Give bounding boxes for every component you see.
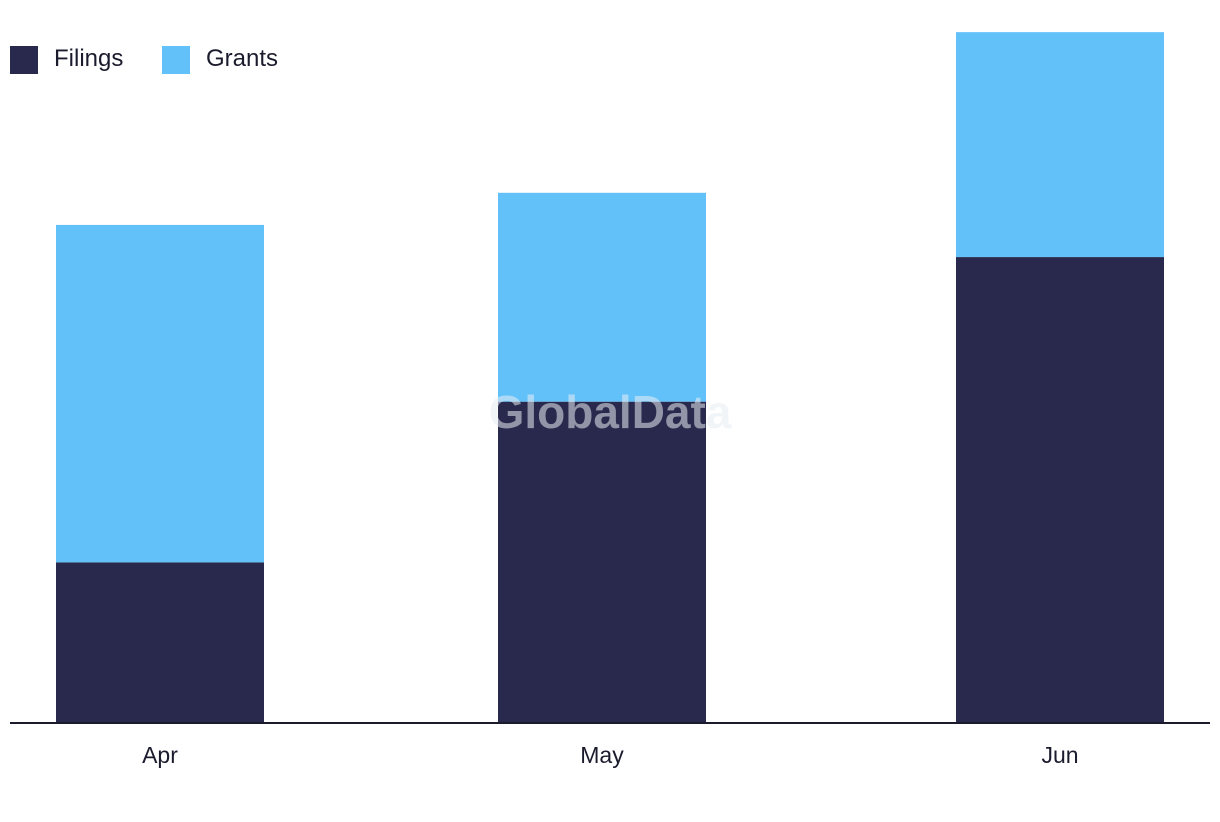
bar-filings-jun (956, 257, 1164, 723)
x-tick-label-apr: Apr (142, 742, 178, 768)
legend-label-filings: Filings (54, 45, 123, 72)
bars (56, 32, 1164, 723)
bar-grants-jun (956, 32, 1164, 258)
x-tick-label-jun: Jun (1041, 742, 1078, 768)
watermark: GlobalData (489, 386, 732, 438)
legend: Filings Grants (10, 45, 278, 74)
bar-grants-may (498, 192, 706, 402)
legend-swatch-filings (10, 46, 38, 74)
legend-swatch-grants (162, 46, 190, 74)
bar-filings-may (498, 401, 706, 723)
bar-filings-apr (56, 562, 264, 723)
legend-label-grants: Grants (206, 45, 278, 72)
x-tick-label-may: May (580, 742, 624, 768)
x-axis-ticks: Apr May Jun (142, 742, 1078, 768)
bar-grants-apr (56, 224, 264, 563)
